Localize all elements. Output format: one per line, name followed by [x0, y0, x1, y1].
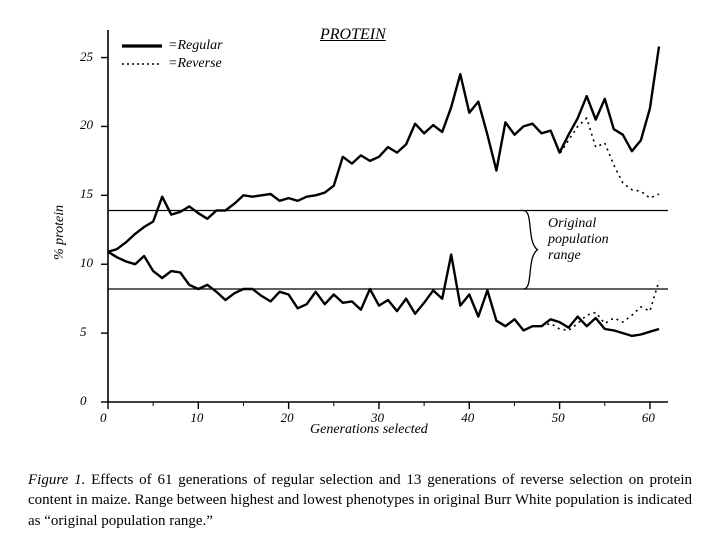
y-tick-label: 0 — [80, 393, 87, 409]
legend: =Regular =Reverse — [120, 38, 223, 74]
x-tick-label: 30 — [371, 410, 384, 426]
figure-caption: Figure 1. Effects of 61 generations of r… — [28, 470, 692, 531]
y-tick-label: 20 — [80, 117, 93, 133]
x-tick-label: 40 — [461, 410, 474, 426]
legend-swatch-regular — [120, 39, 164, 53]
x-tick-label: 10 — [190, 410, 203, 426]
x-tick-label: 50 — [552, 410, 565, 426]
caption-text: Effects of 61 generations of regular sel… — [28, 472, 692, 529]
annotation-line3: range — [548, 248, 609, 264]
x-axis-label: Generations selected — [310, 422, 428, 438]
y-axis-label: % protein — [52, 205, 68, 260]
plot-area: PROTEIN =Regular =Reverse Original popul… — [80, 20, 680, 440]
y-tick-label: 10 — [80, 255, 93, 271]
chart-title: PROTEIN — [320, 26, 386, 44]
legend-row-reverse: =Reverse — [120, 56, 223, 72]
x-tick-label: 0 — [100, 410, 107, 426]
x-tick-label: 60 — [642, 410, 655, 426]
legend-row-regular: =Regular — [120, 38, 223, 54]
x-tick-label: 20 — [281, 410, 294, 426]
annotation-line1: Original — [548, 216, 609, 232]
figure-container: PROTEIN =Regular =Reverse Original popul… — [0, 0, 720, 555]
original-range-annotation: Original population range — [548, 216, 609, 264]
legend-swatch-reverse — [120, 57, 164, 71]
annotation-line2: population — [548, 232, 609, 248]
y-tick-label: 25 — [80, 49, 93, 65]
caption-fignum: Figure 1. — [28, 472, 85, 488]
y-tick-label: 5 — [80, 324, 87, 340]
y-tick-label: 15 — [80, 186, 93, 202]
legend-label-regular: =Regular — [168, 38, 223, 54]
legend-label-reverse: =Reverse — [168, 56, 222, 72]
